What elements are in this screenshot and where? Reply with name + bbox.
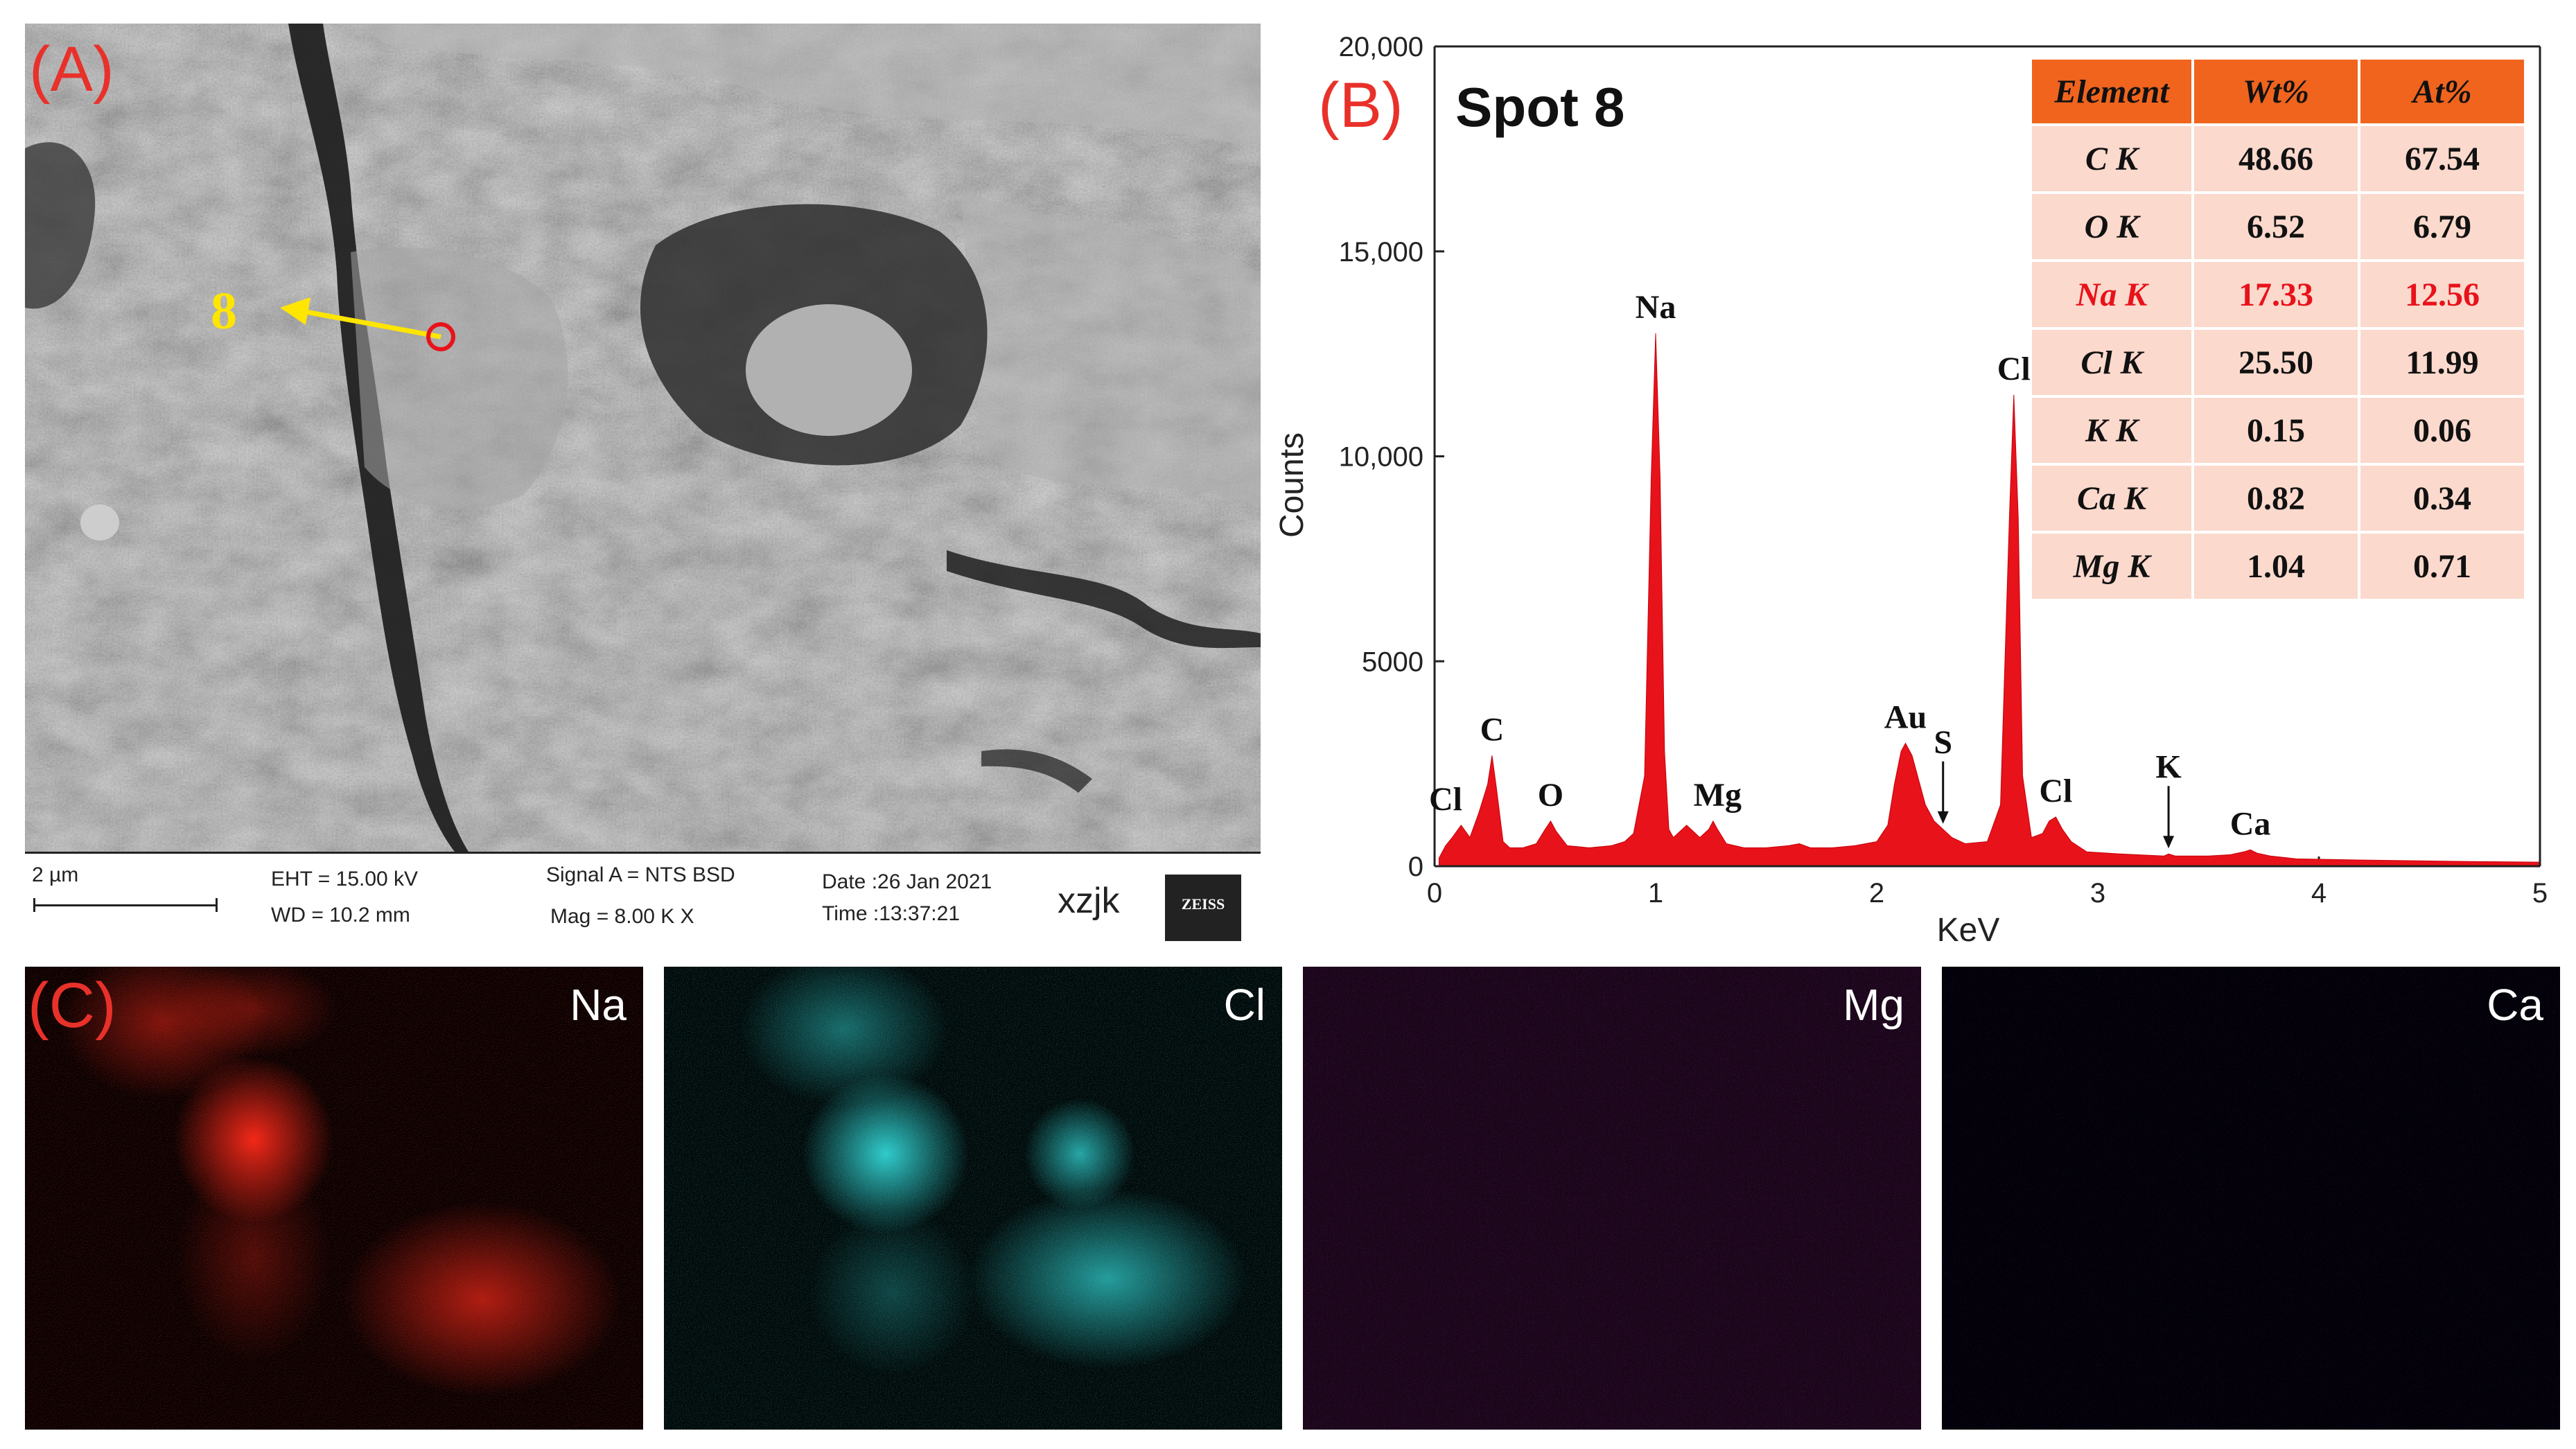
peak-label: Cl — [1997, 351, 2031, 387]
table-cell-at: 12.56 — [2360, 262, 2524, 327]
table-row: Mg K 1.04 0.71 — [2032, 534, 2524, 599]
table-cell-wt: 17.33 — [2194, 262, 2358, 327]
y-tick-label: 20,000 — [1339, 32, 1423, 62]
table-row: Ca K 0.82 0.34 — [2032, 466, 2524, 531]
sem-micrograph: 8 — [25, 24, 1261, 852]
time-value: Time :13:37:21 — [822, 902, 960, 925]
map-label-mg: Mg — [1843, 980, 1904, 1030]
table-cell-wt: 6.52 — [2194, 194, 2358, 259]
x-tick-label: 0 — [1427, 878, 1442, 908]
peak-label: Cl — [2039, 773, 2072, 809]
peak-label: Ca — [2230, 805, 2271, 842]
y-tick-label: 15,000 — [1339, 237, 1423, 267]
spot-arrow-line — [305, 309, 441, 340]
table-row: C K 48.66 67.54 — [2032, 126, 2524, 191]
table-header-row: Element Wt% At% — [2032, 60, 2524, 123]
table-row: O K 6.52 6.79 — [2032, 194, 2524, 259]
panel-label-c: (C) — [28, 970, 116, 1041]
peak-label: O — [1538, 777, 1563, 814]
table-cell-wt: 25.50 — [2194, 330, 2358, 395]
zeiss-logo: ZEISS — [1165, 875, 1241, 941]
eds-composition-table: Element Wt% At% C K 48.66 67.54 O K 6.52… — [2029, 57, 2527, 601]
y-axis-title: Counts — [1274, 432, 1311, 538]
element-map-image — [1303, 967, 1921, 1430]
wd-value: WD = 10.2 mm — [271, 904, 410, 927]
table-cell-at: 0.34 — [2360, 466, 2524, 531]
peak-pointer-head — [2163, 836, 2175, 849]
table-cell-at: 0.06 — [2360, 398, 2524, 463]
scale-label: 2 µm — [32, 863, 79, 886]
table-cell-at: 11.99 — [2360, 330, 2524, 395]
peak-label: K — [2155, 748, 2181, 785]
y-tick-label: 0 — [1408, 852, 1423, 882]
x-tick-label: 5 — [2532, 878, 2548, 908]
table-cell-wt: 1.04 — [2194, 534, 2358, 599]
date-value: Date :26 Jan 2021 — [822, 870, 992, 893]
scale-bar — [33, 898, 218, 912]
x-axis-ticks: 0 1 2 3 4 5 — [1427, 857, 2548, 908]
operator-label: xzjk — [1058, 881, 1120, 921]
element-map-image — [1942, 967, 2560, 1430]
x-axis-title: KeV — [1937, 912, 2000, 949]
signal-value: Signal A = NTS BSD — [546, 863, 735, 886]
table-cell-element: Ca K — [2032, 466, 2191, 531]
table-cell-element: Cl K — [2032, 330, 2191, 395]
peak-label: Au — [1884, 699, 1927, 736]
peak-pointer-head — [1937, 811, 1949, 824]
zeiss-logo-text: ZEISS — [1181, 895, 1225, 913]
peak-label: C — [1480, 711, 1505, 748]
map-label-na: Na — [570, 980, 627, 1030]
spot-marker-circle — [426, 322, 455, 351]
x-tick-label: 4 — [2311, 878, 2327, 908]
table-header-wt: Wt% — [2194, 60, 2358, 123]
element-map-mg: Mg — [1303, 967, 1921, 1430]
sem-data-bar: 2 µm EHT = 15.00 kV WD = 10.2 mm Signal … — [25, 852, 1261, 946]
map-label-cl: Cl — [1223, 980, 1265, 1030]
table-cell-element: Mg K — [2032, 534, 2191, 599]
spot-marker-label: 8 — [211, 282, 237, 340]
table-cell-wt: 48.66 — [2194, 126, 2358, 191]
panel-label-a: (A) — [29, 34, 114, 105]
table-cell-at: 67.54 — [2360, 126, 2524, 191]
table-cell-element: C K — [2032, 126, 2191, 191]
sem-image-panel: 8 (A) 2 µm EHT = 15.00 kV WD = 10.2 mm S… — [25, 24, 1261, 946]
element-map-na: (C) Na — [25, 967, 643, 1430]
element-map-image — [664, 967, 1282, 1430]
peak-label: S — [1934, 724, 1952, 761]
peak-label: Na — [1636, 289, 1676, 326]
chart-title: Spot 8 — [1455, 76, 1624, 138]
eht-value: EHT = 15.00 kV — [271, 868, 419, 890]
table-cell-at: 0.71 — [2360, 534, 2524, 599]
y-tick-label: 10,000 — [1339, 442, 1423, 473]
table-cell-element: Na K — [2032, 262, 2191, 327]
x-tick-label: 2 — [1869, 878, 1884, 908]
peak-labels: Cl CO Na Mg AuS Cl Cl K Ca — [1429, 289, 2271, 849]
element-map-ca: Ca — [1942, 967, 2560, 1430]
table-header-element: Element — [2032, 60, 2191, 123]
table-header-at: At% — [2360, 60, 2524, 123]
map-label-ca: Ca — [2487, 980, 2543, 1030]
spot-arrow-head — [280, 297, 310, 325]
table-cell-at: 6.79 — [2360, 194, 2524, 259]
element-map-cl: Cl — [664, 967, 1282, 1430]
spectrum-area — [1438, 333, 2541, 867]
y-axis-ticks: 0 5000 10,000 15,000 20,000 — [1339, 32, 1444, 882]
table-cell-wt: 0.15 — [2194, 398, 2358, 463]
table-row-highlighted: Na K 17.33 12.56 — [2032, 262, 2524, 327]
table-cell-wt: 0.82 — [2194, 466, 2358, 531]
peak-label: Mg — [1694, 777, 1742, 814]
table-cell-element: O K — [2032, 194, 2191, 259]
y-tick-label: 5000 — [1362, 647, 1423, 677]
table-row: K K 0.15 0.06 — [2032, 398, 2524, 463]
peak-label: Cl — [1429, 781, 1462, 818]
element-map-image — [25, 967, 643, 1430]
x-tick-label: 3 — [2090, 878, 2105, 908]
eds-spectrum-panel: 0 5000 10,000 15,000 20,000 0 1 2 3 4 5 Cl C O Na Mg A… — [1268, 0, 2576, 970]
x-tick-label: 1 — [1648, 878, 1663, 908]
panel-label-b: (B) — [1318, 70, 1403, 141]
eds-spectrum-chart: 0 5000 10,000 15,000 20,000 0 1 2 3 4 5 Cl CO Na Mg A… — [1274, 32, 2548, 949]
table-row: Cl K 25.50 11.99 — [2032, 330, 2524, 395]
table-cell-element: K K — [2032, 398, 2191, 463]
mag-value: Mag = 8.00 K X — [550, 905, 694, 928]
